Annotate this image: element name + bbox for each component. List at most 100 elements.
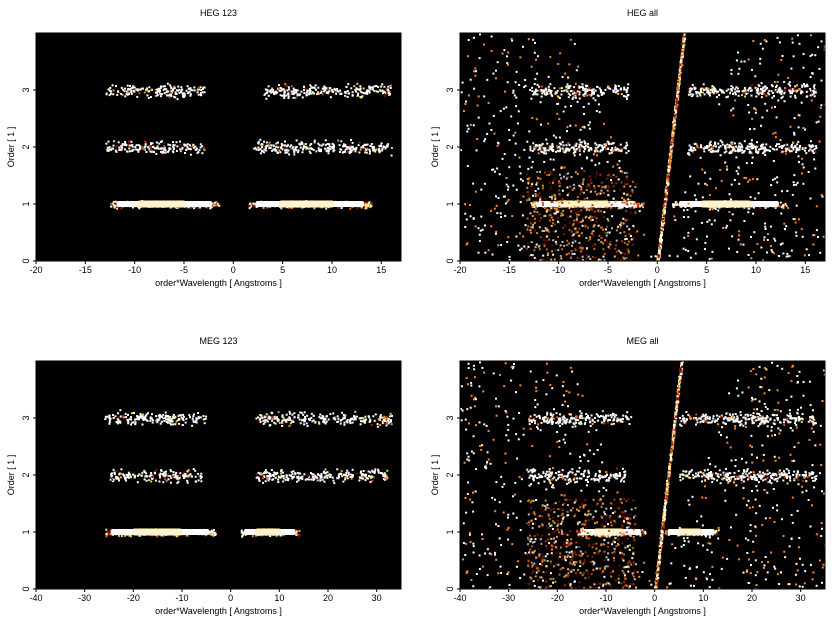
data-point bbox=[682, 209, 685, 212]
data-point bbox=[291, 147, 294, 150]
data-point bbox=[554, 195, 557, 198]
data-point bbox=[288, 88, 291, 91]
data-point bbox=[667, 167, 670, 170]
data-point bbox=[656, 258, 659, 261]
data-point bbox=[575, 229, 578, 232]
data-point bbox=[377, 86, 380, 89]
data-point bbox=[617, 85, 620, 87]
data-point bbox=[132, 89, 135, 92]
data-point bbox=[115, 145, 118, 148]
data-point bbox=[747, 104, 750, 106]
data-point bbox=[741, 94, 743, 97]
data-point bbox=[110, 147, 113, 150]
data-point bbox=[702, 87, 705, 90]
data-point bbox=[620, 181, 623, 184]
data-point bbox=[783, 100, 786, 103]
data-point bbox=[748, 87, 751, 90]
data-point bbox=[548, 214, 551, 217]
data-point bbox=[726, 143, 729, 146]
data-point bbox=[347, 83, 350, 86]
data-point bbox=[687, 202, 690, 205]
data-point bbox=[583, 126, 586, 129]
data-point bbox=[172, 141, 174, 144]
data-point bbox=[720, 179, 723, 182]
data-point bbox=[781, 150, 784, 153]
data-point bbox=[802, 147, 805, 150]
data-point bbox=[672, 128, 675, 131]
data-point bbox=[473, 70, 475, 73]
data-point bbox=[778, 143, 781, 146]
x-tick-label: -5 bbox=[180, 265, 188, 275]
data-point bbox=[572, 238, 575, 241]
data-point bbox=[535, 206, 538, 208]
data-point bbox=[527, 225, 530, 228]
data-point bbox=[735, 145, 738, 148]
data-point bbox=[164, 92, 167, 95]
data-point bbox=[105, 535, 108, 538]
data-point bbox=[694, 210, 697, 213]
data-point bbox=[730, 151, 733, 154]
data-point bbox=[789, 150, 791, 153]
data-point bbox=[625, 175, 628, 178]
data-point bbox=[566, 194, 569, 197]
data-point bbox=[544, 227, 547, 230]
data-point bbox=[588, 175, 591, 178]
data-point bbox=[500, 216, 503, 218]
data-point bbox=[776, 36, 779, 39]
data-point bbox=[267, 94, 270, 97]
data-point bbox=[344, 144, 347, 147]
data-point bbox=[729, 219, 732, 222]
data-point bbox=[698, 91, 701, 94]
data-point bbox=[773, 237, 776, 240]
data-point bbox=[173, 85, 176, 88]
data-point bbox=[738, 67, 741, 70]
data-point bbox=[257, 149, 260, 151]
data-point bbox=[475, 70, 477, 73]
data-point bbox=[570, 176, 573, 178]
data-point bbox=[549, 170, 551, 173]
data-point bbox=[359, 96, 362, 98]
data-point bbox=[478, 240, 481, 242]
data-point bbox=[480, 215, 483, 218]
data-point bbox=[593, 224, 596, 226]
data-point bbox=[496, 144, 499, 147]
data-point bbox=[298, 530, 301, 532]
data-point bbox=[632, 206, 635, 209]
data-point bbox=[109, 86, 112, 89]
data-point bbox=[340, 207, 343, 210]
data-point bbox=[474, 225, 477, 228]
data-point bbox=[531, 181, 534, 184]
data-point bbox=[658, 249, 661, 252]
data-point bbox=[327, 92, 330, 95]
data-point bbox=[583, 197, 586, 200]
data-point bbox=[503, 49, 506, 52]
data-point bbox=[170, 91, 173, 94]
data-point bbox=[607, 185, 609, 187]
data-point bbox=[555, 204, 558, 207]
data-point bbox=[533, 51, 536, 54]
data-point bbox=[350, 139, 352, 141]
data-point bbox=[675, 107, 678, 110]
data-point bbox=[263, 140, 265, 143]
data-point bbox=[174, 96, 177, 99]
data-point bbox=[586, 197, 589, 200]
data-point bbox=[787, 206, 790, 209]
data-point bbox=[730, 109, 733, 112]
data-point bbox=[563, 204, 566, 207]
data-point bbox=[572, 183, 575, 186]
data-point bbox=[619, 149, 622, 152]
data-point bbox=[800, 228, 803, 231]
data-point bbox=[366, 92, 369, 95]
data-point bbox=[615, 90, 618, 93]
data-point bbox=[724, 200, 727, 203]
data-point bbox=[603, 143, 606, 146]
data-point bbox=[576, 100, 579, 103]
data-point bbox=[767, 233, 769, 236]
data-point bbox=[534, 90, 537, 93]
data-point bbox=[166, 82, 169, 85]
data-point bbox=[595, 173, 598, 176]
data-point bbox=[382, 90, 385, 93]
data-point bbox=[467, 127, 470, 130]
data-point bbox=[729, 145, 732, 148]
data-point bbox=[576, 231, 579, 234]
